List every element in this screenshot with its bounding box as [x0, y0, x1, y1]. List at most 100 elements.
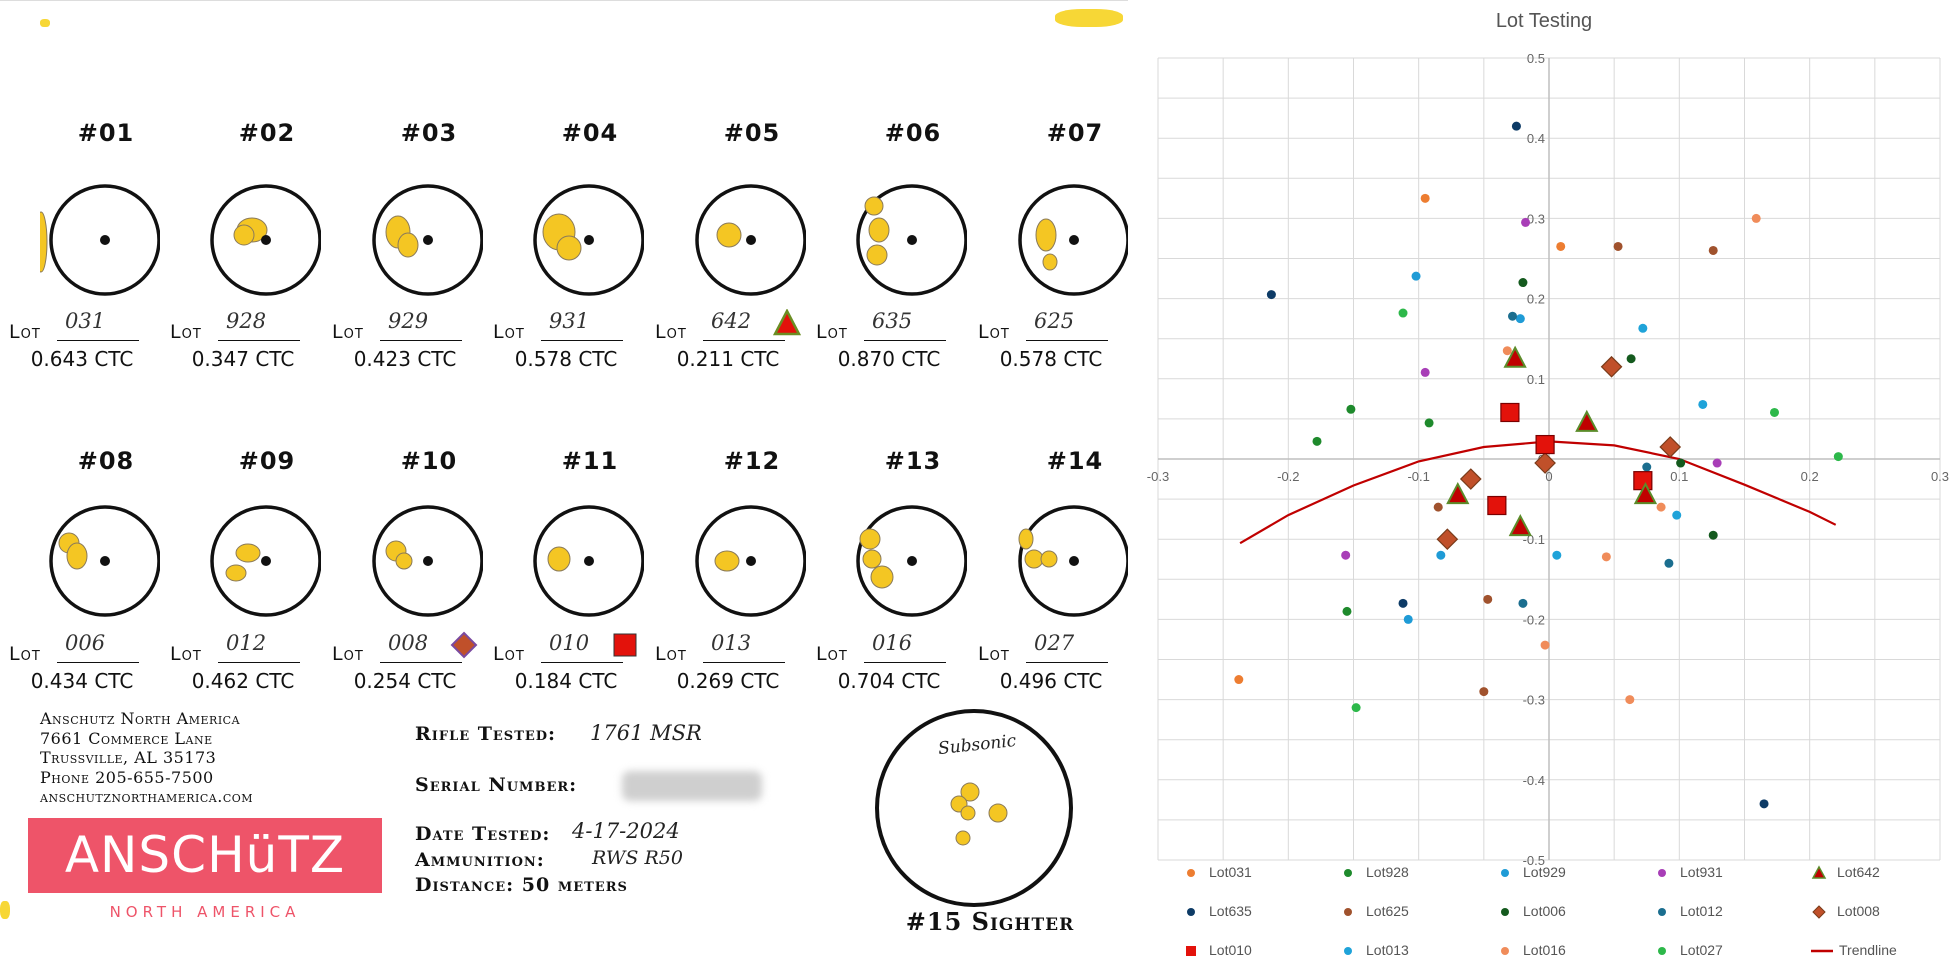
data-point — [1601, 552, 1611, 562]
ctc-value: 0.184 CTC — [514, 669, 618, 693]
x-tick-label: 0.1 — [1670, 469, 1688, 484]
lot-line: Lot 625 — [978, 309, 1108, 343]
lot-label: Lot — [332, 643, 364, 665]
legend-label: Lot012 — [1680, 903, 1723, 919]
legend-marker-icon — [1344, 947, 1352, 955]
target-number: #10 — [400, 447, 458, 475]
target-number: #02 — [238, 119, 296, 147]
y-tick-label: -0.3 — [1523, 693, 1545, 708]
lot-underline — [541, 662, 623, 663]
shot-hole — [40, 211, 48, 273]
company-name: Anschutz North America — [40, 709, 241, 728]
lot-line: Lot 635 — [816, 309, 946, 343]
legend-marker-icon — [1658, 908, 1666, 916]
lot-line: Lot 928 — [170, 309, 300, 343]
lot-line: Lot 008 — [332, 631, 478, 665]
shot-hole — [1024, 549, 1044, 569]
legend-marker-icon — [1658, 869, 1666, 877]
data-point — [1613, 241, 1623, 251]
ctc-value: 0.462 CTC — [191, 669, 295, 693]
ctc-value: 0.434 CTC — [30, 669, 134, 693]
shot-hole — [397, 232, 419, 258]
target-ring — [1018, 184, 1129, 296]
data-point — [1403, 614, 1413, 624]
shot-hole — [556, 235, 582, 261]
shot-hole — [66, 542, 88, 570]
lot-number: 635 — [872, 309, 913, 333]
lot-label: Lot — [978, 643, 1010, 665]
legend-label: Lot642 — [1837, 864, 1880, 880]
legend-label: Lot929 — [1523, 864, 1566, 880]
shot-hole — [859, 528, 881, 550]
data-point — [1398, 598, 1408, 608]
chart-title: Lot Testing — [1495, 10, 1593, 32]
shot-hole — [1018, 528, 1034, 550]
target-ring — [533, 505, 644, 617]
rifle-value: 1761 MSR — [590, 721, 702, 745]
sighter-shots — [950, 782, 1008, 846]
lot-line: Lot 006 — [9, 631, 139, 665]
lot-label: Lot — [493, 643, 525, 665]
legend-label: Lot027 — [1680, 942, 1723, 958]
target-sheet: #01 Lot 031 0.643 CTC #02 Lot 928 0.347 CTC #03 L… — [0, 0, 1129, 936]
series-Lot008 — [1436, 355, 1682, 551]
data-point — [1656, 502, 1666, 512]
lot-line: Lot 012 — [170, 631, 300, 665]
lot-underline — [380, 662, 462, 663]
company-city: Trussville, AL 35173 — [40, 748, 217, 767]
data-point — [1398, 308, 1408, 318]
lot-underline — [541, 340, 623, 341]
x-tick-label: -0.1 — [1407, 469, 1429, 484]
data-point — [1659, 436, 1682, 458]
lot-label: Lot — [9, 321, 41, 343]
lot-line: Lot 016 — [816, 631, 946, 665]
data-point — [1575, 409, 1599, 432]
y-tick-label: -0.4 — [1523, 773, 1545, 788]
ctc-value: 0.211 CTC — [676, 347, 780, 371]
data-point — [1436, 550, 1446, 560]
data-point — [1483, 594, 1493, 604]
shot-hole — [870, 565, 894, 589]
y-tick-label: 0.1 — [1527, 372, 1545, 387]
legend-marker-icon — [1811, 949, 1833, 953]
legend-label: Lot008 — [1837, 903, 1880, 919]
series-Lot006 — [1494, 278, 1718, 540]
lot-label: Lot — [816, 321, 848, 343]
lot-underline — [57, 662, 139, 663]
data-point — [1708, 245, 1718, 255]
lot-number: 010 — [549, 631, 590, 655]
lot-number: 928 — [226, 309, 267, 333]
y-tick-label: 0.2 — [1527, 292, 1545, 307]
data-point — [1535, 434, 1555, 455]
legend-marker-icon — [1186, 946, 1196, 956]
shot-hole — [862, 549, 882, 569]
lot-underline — [380, 340, 462, 341]
logo-text: ANSCHüTZ — [64, 826, 346, 884]
data-point — [1556, 241, 1566, 251]
data-point — [1500, 402, 1520, 423]
lot-number: 006 — [65, 631, 106, 655]
target-ring — [40, 184, 160, 296]
data-point — [1479, 687, 1489, 697]
distance-label: Distance: 50 meters — [415, 874, 628, 896]
target-number: #06 — [884, 119, 942, 147]
data-point — [1346, 404, 1356, 414]
lot-number: 929 — [388, 309, 429, 333]
tape-mark — [0, 901, 10, 919]
data-point — [1351, 703, 1361, 713]
lot-label: Lot — [655, 321, 687, 343]
shot-hole — [714, 550, 740, 572]
data-point — [1436, 528, 1459, 551]
legend-marker-icon — [1658, 947, 1666, 955]
legend-label: Lot013 — [1366, 942, 1409, 958]
lot-underline — [218, 662, 300, 663]
tape-mark — [1055, 9, 1123, 27]
target-number: #14 — [1046, 447, 1104, 475]
lot-line: Lot 931 — [493, 309, 623, 343]
target-ring — [372, 184, 483, 296]
data-point — [1312, 436, 1322, 446]
data-point — [1487, 495, 1507, 516]
lot-label: Lot — [332, 321, 364, 343]
target-number: #08 — [77, 447, 135, 475]
data-point — [1424, 418, 1434, 428]
